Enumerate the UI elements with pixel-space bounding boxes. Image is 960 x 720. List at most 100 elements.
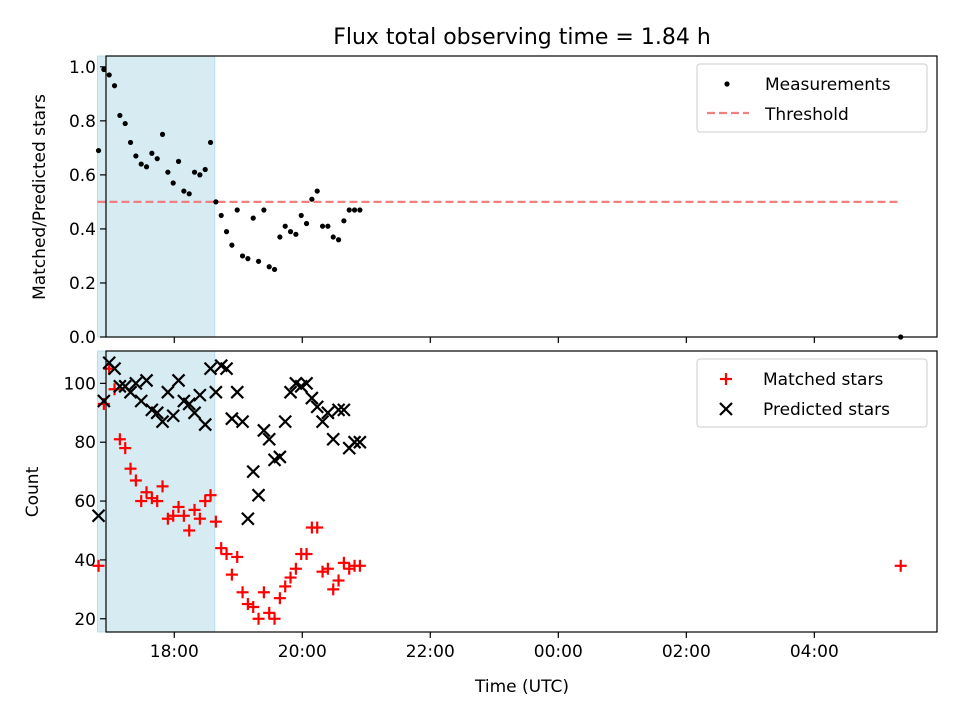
chart-title: Flux total observing time = 1.84 h [333,25,711,50]
measurement-point [303,220,310,227]
top-shaded-span [96,55,216,338]
bottom-ytick-label: 80 [74,433,96,453]
predicted-star-point [134,394,148,408]
matched-star-point [337,556,350,569]
measurement-point [293,231,299,237]
predicted-star-point [321,406,335,420]
matched-star-point [289,562,302,575]
measurement-point [117,112,123,119]
measurement-point [101,66,107,73]
bottom-ytick-label: 40 [74,551,96,571]
predicted-star-point [315,414,330,429]
predicted-star-point [278,414,292,429]
measurement-point [106,72,112,78]
predicted-star-point [251,488,266,502]
top-ytick-label: 0.6 [69,166,96,186]
xtick-label: 00:00 [534,642,583,662]
predicted-star-point [187,406,202,420]
predicted-star-point [273,450,287,464]
predicted-star-point [123,385,138,399]
matched-star-point [220,548,233,561]
bottom-ytick-label: 20 [74,610,96,630]
measurement-point [159,131,166,137]
legend-matched-marker [720,373,732,385]
predicted-star-point [219,361,234,376]
matched-star-point [92,559,105,572]
predicted-star-point [171,373,186,388]
measurement-point [314,188,320,194]
measurement-point [175,158,182,164]
measurement-point [218,212,224,219]
measurement-point [133,153,139,159]
matched-star-point [129,474,142,487]
bottom-legend-box [696,358,928,428]
predicted-star-point [161,385,175,399]
matched-star-point [252,612,265,625]
matched-star-point [113,433,126,446]
measurement-point [186,191,192,197]
measurement-point [229,242,235,248]
matched-star-point [188,503,201,516]
predicted-star-point [91,508,106,523]
predicted-star-point [230,385,244,399]
matched-star-point [273,592,286,605]
xtick-label: 20:00 [278,642,327,662]
measurement-point [335,237,342,243]
legend-measurements-marker [724,81,730,87]
predicted-star-point [337,403,351,417]
predicted-star-point [182,397,196,411]
matched-star-point [231,550,244,563]
bottom-panel: 20 40 60 80 100 18:00 20:00 22:00 00:00 02:00 04:… [23,350,938,697]
measurement-point [282,223,288,229]
measurement-point [330,234,336,240]
bottom-y-axis-label: Count [23,466,43,517]
matched-star-point [140,486,153,499]
measurement-point [319,223,326,229]
predicted-star-point [310,400,324,414]
predicted-star-point [262,432,276,447]
top-plot-frame [105,55,938,338]
top-ytick-label: 0.4 [69,220,96,240]
predicted-star-point [347,435,362,449]
measurement-point [223,229,230,235]
matched-star-point [257,586,270,599]
measurement-point [261,207,267,213]
predicted-star-point [166,408,180,423]
measurement-point [245,256,251,262]
matched-star-point [279,580,292,593]
xtick-label: 02:00 [662,642,711,662]
measurement-point [213,199,219,205]
predicted-star-point [129,376,143,391]
matched-star-point [108,383,121,396]
predicted-star-point [150,406,164,420]
measurement-point [165,169,171,175]
matched-star-point [284,571,297,584]
predicted-star-point [97,394,111,408]
matched-star-point [894,559,907,572]
matched-star-point [300,548,313,561]
matched-star-point [268,612,281,625]
matched-star-point [172,500,185,513]
matched-star-point [321,562,334,575]
predicted-star-point [241,511,255,526]
legend-predicted-marker [719,402,733,416]
predicted-star-point [107,361,122,376]
x-axis-label: Time (UTC) [474,677,569,697]
measurement-point [127,139,134,146]
matched-star-point [156,480,169,493]
predicted-star-point [283,385,298,399]
measurement-point [325,223,331,229]
measurement-point [271,266,278,273]
measurement-point [170,180,176,186]
matched-star-point [177,509,190,522]
legend-matched-label: Matched stars [763,370,883,390]
matched-star-point [209,515,222,528]
measurement-point [154,156,160,162]
matched-star-point [225,568,238,581]
predicted-star-point [139,373,154,388]
predicted-star-point [225,411,239,426]
measurement-point [207,139,214,146]
legend-threshold-label: Threshold [764,105,849,125]
legend-measurements-label: Measurements [765,75,891,95]
measurement-point [138,161,144,167]
